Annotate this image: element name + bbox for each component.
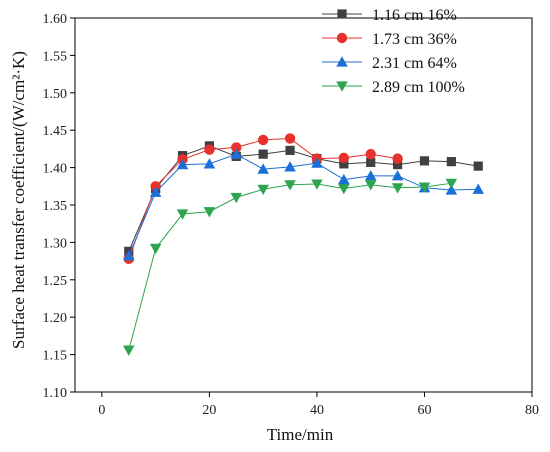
data-point (339, 159, 349, 169)
y-tick-label: 1.60 (43, 12, 68, 27)
x-axis-title: Time/min (267, 425, 334, 444)
data-point (285, 145, 295, 155)
series-line (128, 153, 479, 257)
legend-entry: 2.89 cm 100% (322, 79, 465, 96)
series-layer (123, 133, 484, 356)
plot-frame (74, 17, 533, 393)
y-tick-label: 1.35 (43, 199, 68, 214)
legend-marker (336, 56, 348, 67)
data-point (176, 209, 189, 220)
x-tick-label: 80 (525, 403, 539, 418)
x-tick-label: 20 (202, 403, 216, 418)
legend: 1.16 cm 16% 1.73 cm 36% 2.31 cm 64% 2.89 cm… (322, 7, 465, 96)
data-point (366, 157, 376, 167)
data-point (257, 184, 269, 196)
data-point (284, 161, 296, 172)
data-point (392, 160, 403, 170)
data-point (258, 149, 268, 159)
y-tick-label: 1.20 (43, 311, 68, 326)
data-point (257, 134, 269, 146)
series-4 (123, 178, 458, 356)
series-line (128, 182, 452, 351)
data-point (311, 157, 323, 168)
data-point (364, 170, 377, 181)
data-point (123, 345, 135, 356)
data-point (392, 153, 403, 164)
legend-label: 2.31 cm 64% (372, 55, 457, 72)
data-point (123, 250, 135, 261)
data-point (230, 148, 243, 159)
data-point (149, 186, 162, 197)
data-point (391, 170, 404, 181)
data-point (419, 156, 430, 166)
legend-entry: 2.31 cm 64% (322, 55, 457, 72)
legend-entry: 1.16 cm 16% (322, 7, 457, 24)
data-point (445, 178, 458, 190)
y-tick-label: 1.55 (43, 49, 68, 64)
data-point (473, 161, 483, 171)
legend-label: 1.16 cm 16% (372, 7, 457, 24)
legend-entry: 1.73 cm 36% (322, 31, 457, 48)
data-point (231, 142, 242, 153)
data-point (230, 192, 243, 204)
data-point (203, 207, 216, 218)
legend-label: 2.89 cm 100% (372, 79, 465, 96)
y-tick-label: 1.10 (43, 386, 68, 401)
y-tick-label: 1.25 (43, 274, 68, 289)
data-point (203, 158, 216, 169)
data-point (338, 152, 350, 164)
legend-label: 1.73 cm 36% (372, 31, 457, 48)
data-point (204, 144, 215, 155)
data-point (391, 183, 404, 194)
legend-marker (336, 81, 348, 92)
data-point (284, 180, 296, 191)
axes: 1.10 1.15 1.20 1.25 1.30 1.35 1.40 1.45 1.50 1.55… (43, 12, 540, 418)
y-axis-title: Surface heat transfer coefficient/(W/cm²… (9, 51, 28, 349)
data-point (446, 157, 456, 167)
data-point (176, 158, 189, 170)
data-point (364, 180, 377, 191)
series-3 (123, 148, 484, 261)
data-point (472, 183, 484, 194)
y-tick-label: 1.40 (43, 162, 68, 177)
y-tick-label: 1.30 (43, 236, 68, 251)
x-tick-label: 60 (417, 403, 431, 418)
data-point (338, 173, 350, 185)
y-tick-label: 1.50 (43, 87, 68, 102)
data-point (311, 179, 323, 190)
x-tick-label: 40 (310, 403, 324, 418)
data-point (365, 148, 376, 160)
y-tick-label: 1.15 (43, 349, 68, 364)
x-tick-label: 0 (98, 403, 105, 418)
data-point (418, 182, 431, 193)
legend-marker (337, 9, 347, 19)
data-point (257, 163, 269, 174)
y-tick-label: 1.45 (43, 124, 68, 139)
legend-marker (336, 32, 348, 44)
data-point (445, 184, 458, 195)
data-point (149, 243, 162, 255)
data-point (338, 183, 350, 195)
data-point (284, 133, 296, 144)
